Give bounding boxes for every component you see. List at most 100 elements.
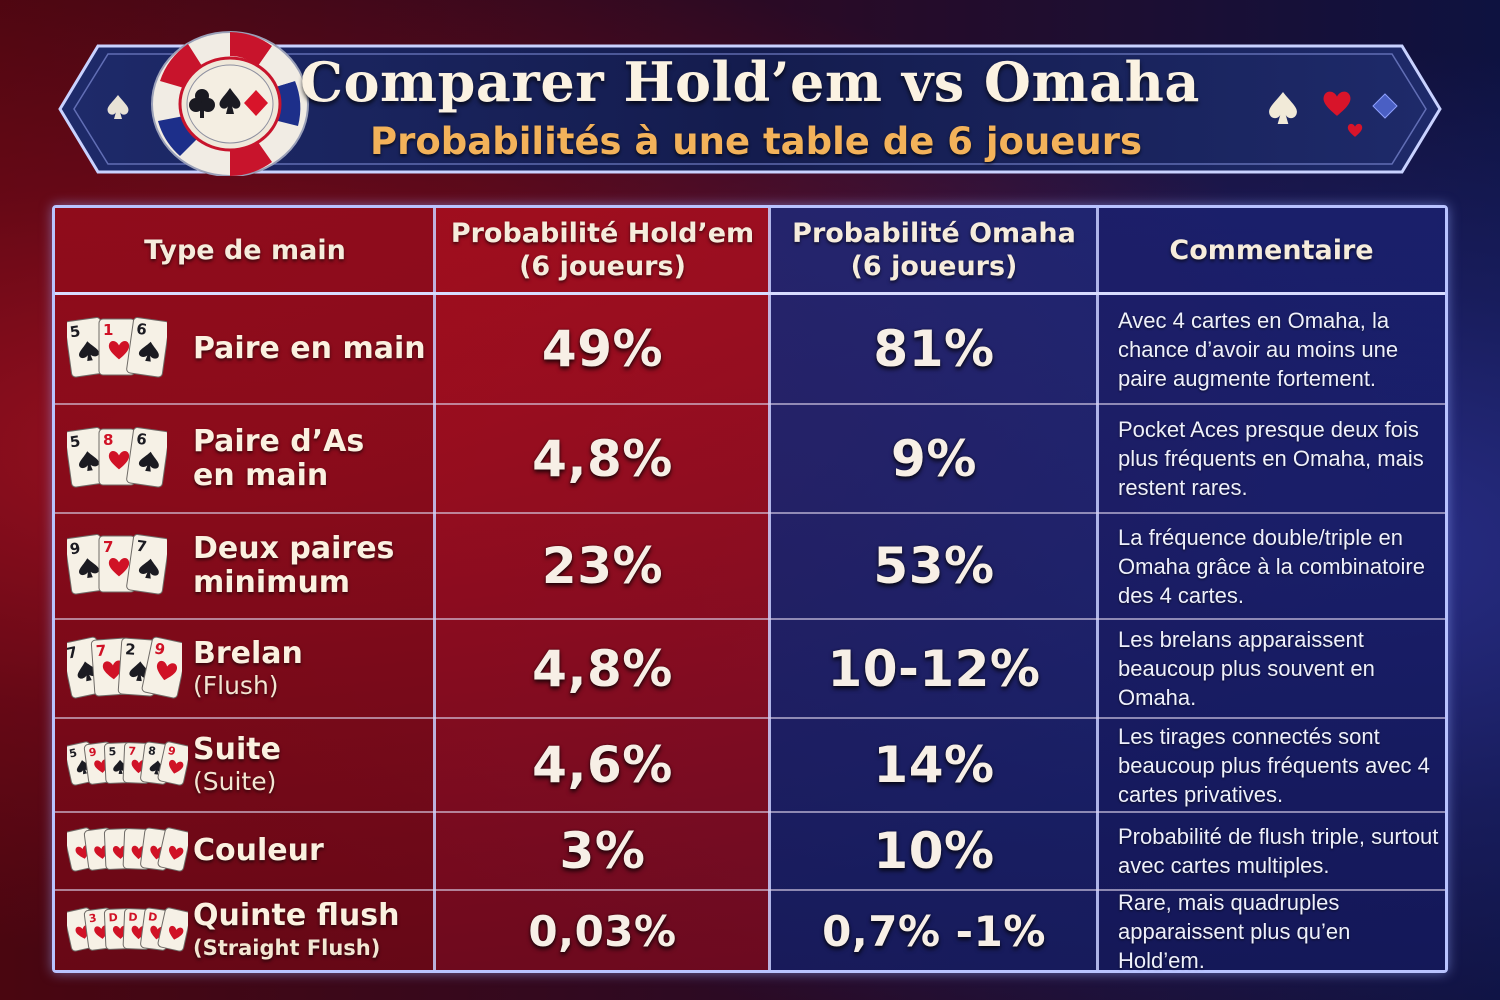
row-divider (55, 403, 1445, 405)
header-comment-label: Commentaire (1169, 234, 1374, 266)
spade-icon (139, 451, 159, 472)
header-divider (55, 292, 1445, 295)
omaha-probability-cell: 10-12% (770, 620, 1098, 717)
card-rank: 7 (135, 537, 148, 556)
spade-icon (79, 558, 99, 579)
holdem-probability: 4,8% (532, 429, 673, 488)
spade-icon (1263, 88, 1303, 132)
hand-type-cell: 5 8 6 Paire d’As en main (55, 405, 435, 512)
hand-subtitle: (Straight Flush) (193, 936, 381, 960)
spade-icon (103, 92, 133, 126)
column-comment-bg (1098, 208, 1445, 970)
card-rank: 9 (153, 639, 167, 659)
header-type: Type de main (55, 208, 435, 292)
card-rank: 7 (128, 745, 136, 758)
playing-card (157, 907, 192, 952)
hand-name-line2: minimum (193, 565, 351, 600)
heart-icon (156, 660, 177, 680)
card-rank: D (128, 911, 138, 924)
holdem-probability-cell: 4,6% (435, 719, 770, 811)
header-type-label: Type de main (144, 234, 346, 266)
row-divider (55, 512, 1445, 514)
heart-icon (108, 341, 130, 360)
hand-name: Quinte flush (193, 898, 400, 933)
diamond-icon (1371, 92, 1399, 124)
table-row: 9 7 7 Deux paires minimum 23% 53% La fréqu… (55, 514, 1445, 618)
row-divider (55, 811, 1445, 813)
playing-card: 9 (157, 741, 192, 786)
hand-subtitle: (Suite) (193, 767, 277, 796)
hand-subtitle: (Flush) (193, 670, 279, 700)
comment-text: Avec 4 cartes en Omaha, la chance d’avoi… (1118, 307, 1399, 391)
playing-cards-icon: 5 8 6 (64, 421, 170, 497)
playing-card: 7 (126, 534, 170, 595)
spade-icon (76, 760, 91, 775)
card-rank: 6 (135, 320, 148, 339)
spade-icon (139, 558, 159, 579)
header-holdem: Probabilité Hold’em (6 joueurs) (435, 208, 770, 292)
card-rank: 9 (69, 539, 82, 558)
table-row: 5 1 6 Paire en main 49% 81% Avec 4 cartes … (55, 295, 1445, 403)
omaha-probability-cell: 14% (770, 719, 1098, 811)
holdem-probability-cell: 23% (435, 514, 770, 618)
omaha-probability-cell: 0,7% -1% (770, 891, 1098, 971)
heart-icon (108, 450, 130, 469)
card-rank: 7 (95, 641, 107, 660)
spade-icon (77, 661, 98, 681)
playing-card: 8 (98, 428, 136, 485)
spade-icon (79, 341, 99, 362)
row-divider (55, 717, 1445, 719)
card-fan: 9 7 7 (64, 534, 170, 595)
card-rank: 1 (103, 321, 113, 339)
comment-cell: Rare, mais quadruples apparaissent plus … (1098, 890, 1448, 973)
card-rank: 9 (88, 746, 97, 760)
omaha-probability-cell: 9% (770, 405, 1098, 512)
omaha-probability-cell: 53% (770, 514, 1098, 618)
header-comment: Commentaire (1098, 208, 1445, 292)
comment-cell: Probabilité de flush triple, surtout ave… (1098, 813, 1448, 889)
card-rank: D (108, 911, 118, 924)
omaha-probability: 81% (873, 320, 995, 378)
holdem-probability-cell: 4,8% (435, 405, 770, 512)
holdem-probability-cell: 49% (435, 295, 770, 403)
header-omaha: Probabilité Omaha (6 joueurs) (770, 208, 1098, 292)
playing-card (157, 827, 192, 872)
card-fan: 5 8 6 (64, 426, 170, 487)
omaha-probability-cell: 10% (770, 813, 1098, 889)
card-rank: 5 (68, 746, 78, 760)
card-rank: D (147, 910, 158, 924)
playing-cards-icon (63, 821, 192, 881)
card-rank: 9 (167, 744, 177, 758)
playing-card: 9 (64, 534, 108, 595)
holdem-probability: 0,03% (528, 906, 677, 956)
banner-frame (58, 44, 1442, 174)
table-row: Couleur 3% 10% Probabilité de flush trip… (55, 813, 1445, 889)
holdem-probability-cell: 3% (435, 813, 770, 889)
comment-cell: Avec 4 cartes en Omaha, la chance d’avoi… (1098, 295, 1448, 403)
card-rank: 7 (103, 538, 113, 556)
holdem-probability: 4,6% (532, 736, 673, 794)
heart-icon (169, 925, 184, 940)
column-divider (433, 208, 436, 970)
comment-text: Probabilité de flush triple, surtout ave… (1118, 824, 1439, 878)
card-rank: 5 (69, 322, 82, 341)
holdem-probability-cell: 0,03% (435, 891, 770, 971)
header-holdem-players: (6 joueurs) (519, 251, 686, 282)
column-holdem-bg (435, 208, 770, 970)
hand-name: Couleur (193, 833, 324, 868)
header-omaha-label: Probabilité Omaha (792, 218, 1076, 249)
hand-type-cell: Couleur (55, 813, 435, 889)
card-rank: 5 (69, 432, 82, 451)
card-rank: 5 (108, 745, 116, 758)
playing-card: 5 (64, 317, 108, 378)
card-rank: 6 (135, 429, 148, 448)
